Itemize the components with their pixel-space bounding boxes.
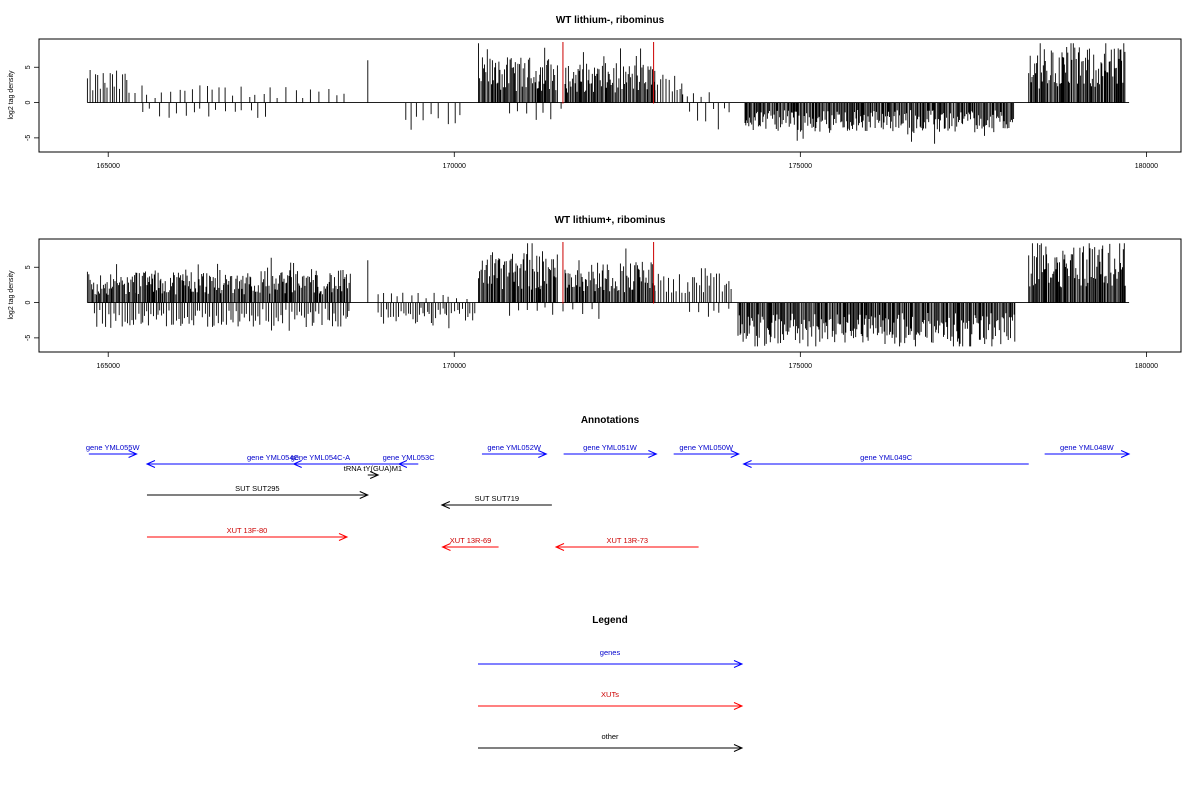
annotation-label: XUT 13R-73	[607, 536, 649, 545]
annotation-label: SUT SUT295	[235, 484, 279, 493]
annotation-label: gene YML054C	[247, 453, 300, 462]
y-axis-label: log2 tag density	[8, 270, 15, 320]
annotation-item: XUT 13F-80	[146, 526, 349, 541]
highlight-lines	[562, 242, 655, 304]
arrowhead	[554, 543, 565, 551]
arrowhead	[648, 450, 658, 458]
signal-bars	[86, 43, 1130, 144]
x-tick-label: 180000	[1135, 163, 1158, 170]
annotation-item: XUT 13R-73	[554, 536, 699, 551]
arrowhead	[1120, 450, 1131, 458]
annotation-label: XUT 13F-80	[227, 526, 268, 535]
x-tick-label: 175000	[789, 363, 812, 370]
panel-lithium-minus: WT lithium-, ribominus log2 tag density …	[8, 15, 1182, 170]
legend-label: XUTs	[601, 690, 619, 699]
arrowhead	[441, 543, 451, 551]
legend-title: Legend	[592, 615, 628, 626]
annotation-item: gene YML050W	[673, 443, 740, 458]
signal-bar	[86, 43, 1126, 144]
legend: Legend genes XUTs other	[478, 615, 744, 752]
arrowhead	[145, 460, 156, 468]
annotation-item: gene YML054C-A	[291, 453, 350, 468]
legend-item: XUTs	[478, 690, 744, 710]
arrowhead	[359, 491, 370, 499]
legend-item: other	[478, 732, 744, 752]
plot-frame	[38, 38, 1182, 153]
arrowhead	[733, 702, 744, 710]
arrowhead	[742, 460, 752, 468]
y-tick-label: 0	[25, 101, 32, 105]
y-tick-label: 0	[25, 301, 32, 305]
annotation-label: gene YML055W	[86, 443, 141, 452]
signal-bars	[86, 243, 1130, 347]
plot-frame	[38, 238, 1182, 353]
y-tick-label: 5	[25, 65, 32, 69]
axes: -5 0 5 165000 170000 175000 180000	[25, 65, 1158, 170]
y-tick-label: -5	[25, 335, 32, 341]
x-tick-label: 165000	[97, 363, 120, 370]
y-axis-label: log2 tag density	[8, 70, 15, 120]
annotation-item: tRNA tY(GUA)M1	[344, 464, 402, 479]
panel-title: WT lithium+, ribominus	[555, 215, 666, 226]
annotation-label: gene YML051W	[583, 443, 638, 452]
legend-items: genes XUTs other	[478, 648, 744, 752]
legend-item: genes	[478, 648, 744, 668]
annotation-label: gene YML050W	[679, 443, 734, 452]
arrowhead	[397, 460, 408, 468]
arrowhead	[440, 501, 451, 509]
axes: -5 0 5 165000 170000 175000 180000	[25, 265, 1158, 370]
annotations-title: Annotations	[581, 415, 640, 426]
x-tick-label: 175000	[789, 163, 812, 170]
arrowhead	[730, 450, 740, 458]
annotation-label: SUT SUT719	[475, 494, 519, 503]
panel-title: WT lithium-, ribominus	[556, 15, 665, 26]
arrowhead	[292, 460, 302, 468]
annotation-label: gene YML048W	[1060, 443, 1115, 452]
arrowhead	[338, 533, 349, 541]
annotation-item: SUT SUT295	[146, 484, 370, 499]
x-tick-label: 165000	[97, 163, 120, 170]
annotation-label: gene YML053C	[383, 453, 436, 462]
annotation-label: gene YML052W	[487, 443, 542, 452]
arrowhead	[733, 660, 744, 668]
arrowhead	[128, 450, 138, 458]
x-tick-label: 170000	[443, 363, 466, 370]
highlight-lines	[562, 42, 655, 104]
signal-bar	[86, 243, 1126, 347]
annotation-label: XUT 13R-69	[450, 536, 492, 545]
arrowhead	[538, 450, 548, 458]
annotation-label: gene YML049C	[860, 453, 913, 462]
annotation-item: XUT 13R-69	[441, 536, 499, 551]
annotation-item: gene YML048W	[1044, 443, 1131, 458]
arrowhead	[369, 471, 380, 479]
annotation-label: gene YML054C-A	[291, 453, 350, 462]
annotation-label: tRNA tY(GUA)M1	[344, 464, 402, 473]
annotation-item: gene YML049C	[742, 453, 1029, 468]
x-tick-label: 170000	[443, 163, 466, 170]
annotation-item: gene YML055W	[86, 443, 141, 458]
legend-label: other	[601, 732, 619, 741]
annotation-item: gene YML053C	[383, 453, 436, 468]
annotation-item: gene YML051W	[563, 443, 658, 458]
annotation-item: gene YML054C	[145, 453, 399, 468]
annotation-item: gene YML052W	[481, 443, 548, 458]
arrowhead	[733, 744, 744, 752]
annotation-item: SUT SUT719	[440, 494, 552, 509]
legend-label: genes	[600, 648, 621, 657]
x-tick-label: 180000	[1135, 363, 1158, 370]
panel-lithium-plus: WT lithium+, ribominus log2 tag density …	[8, 215, 1182, 370]
y-tick-label: 5	[25, 265, 32, 269]
y-tick-label: -5	[25, 135, 32, 141]
